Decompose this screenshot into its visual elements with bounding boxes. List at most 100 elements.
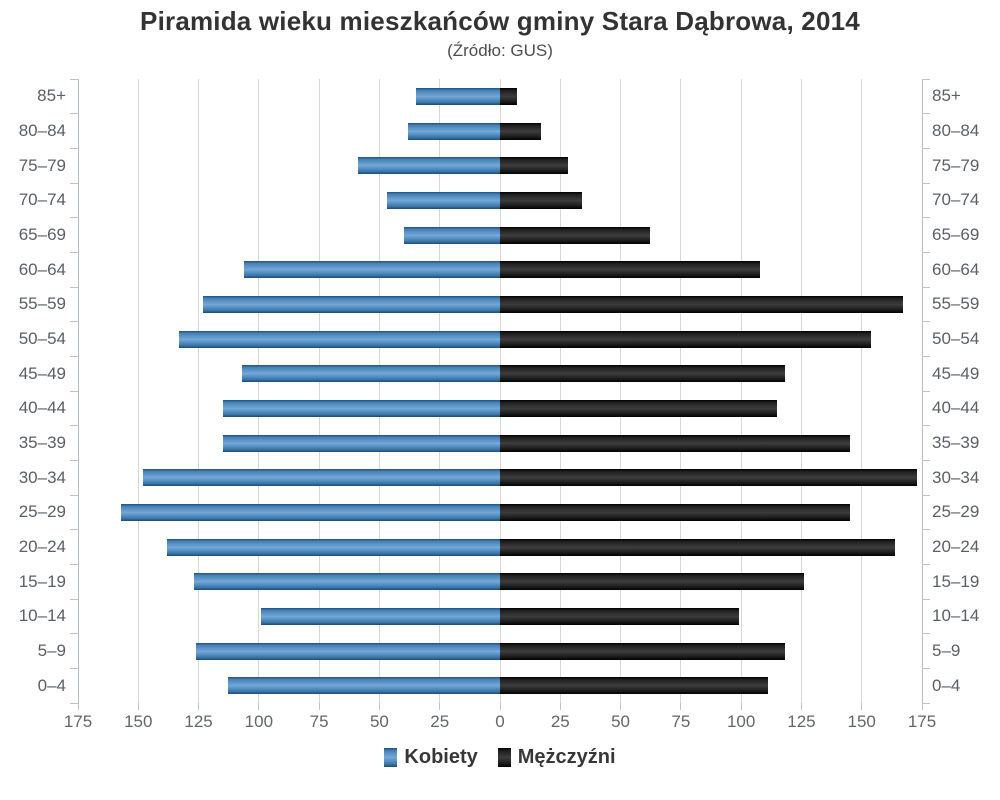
age-group-label-left: 5–9: [37, 641, 66, 660]
legend-item-kobiety[interactable]: Kobiety: [384, 746, 478, 769]
age-group-label-left: 10–14: [18, 606, 66, 626]
bar-mezczyzni[interactable]: [500, 677, 768, 695]
legend-item-mezczyzni[interactable]: Mężczyźni: [497, 746, 616, 769]
right-axis-tick: [922, 563, 930, 565]
age-group-label-left: 65–69: [18, 225, 66, 244]
age-group-label-right: 60–64: [932, 259, 980, 279]
bar-kobiety[interactable]: [143, 469, 500, 487]
legend-label: Mężczyźni: [517, 746, 616, 768]
left-axis-tick: [70, 217, 78, 219]
left-axis-tick: [70, 425, 78, 427]
mezczyzni-swatch-icon: [497, 748, 511, 767]
bar-mezczyzni[interactable]: [500, 642, 785, 660]
bar-kobiety[interactable]: [386, 191, 500, 209]
age-group-label-left: 45–49: [18, 363, 66, 383]
x-axis-tick-label: 125: [184, 712, 213, 731]
gridline: [137, 79, 139, 703]
left-axis-tick: [70, 147, 78, 149]
bar-mezczyzni[interactable]: [500, 191, 582, 209]
x-axis-tick: [499, 703, 501, 710]
bar-mezczyzni[interactable]: [500, 330, 872, 348]
bar-mezczyzni[interactable]: [500, 295, 903, 313]
x-axis-tick: [921, 703, 923, 710]
age-group-label-right: 25–29: [932, 502, 980, 522]
left-axis-tick: [70, 78, 78, 80]
bar-kobiety[interactable]: [167, 538, 500, 556]
gridline: [620, 79, 622, 703]
x-axis-tick-label: 100: [244, 712, 274, 731]
x-axis-tick-label: 150: [847, 712, 876, 731]
left-axis-tick: [70, 321, 78, 323]
x-axis-tick: [620, 703, 622, 710]
gridline: [439, 79, 441, 703]
right-axis-tick: [922, 633, 930, 635]
bar-kobiety[interactable]: [227, 677, 500, 695]
bar-kobiety[interactable]: [203, 295, 500, 313]
bar-mezczyzni[interactable]: [500, 434, 850, 452]
right-axis-tick: [922, 425, 930, 427]
age-group-label-right: 45–49: [932, 363, 980, 383]
age-group-label-right: 50–54: [932, 329, 980, 348]
bar-kobiety[interactable]: [261, 607, 500, 625]
age-group-label-left: 75–79: [18, 155, 66, 175]
bar-mezczyzni[interactable]: [500, 226, 650, 244]
bar-kobiety[interactable]: [222, 399, 500, 417]
age-group-label-left: 55–59: [18, 294, 66, 314]
x-axis-tick-label: 50: [611, 712, 631, 731]
left-axis-tick: [70, 633, 78, 635]
x-axis-tick-label: 100: [726, 712, 756, 731]
age-group-label-right: 30–34: [932, 467, 980, 487]
gridline: [800, 79, 802, 703]
bar-kobiety[interactable]: [193, 573, 500, 591]
bar-kobiety[interactable]: [222, 434, 500, 452]
age-group-label-left: 20–24: [18, 537, 66, 556]
bar-mezczyzni[interactable]: [500, 157, 568, 175]
age-group-label-right: 40–44: [932, 398, 980, 418]
gridline: [318, 79, 320, 703]
bar-mezczyzni[interactable]: [500, 503, 850, 521]
right-axis-tick: [922, 459, 930, 461]
left-axis-tick: [70, 286, 78, 288]
x-axis-tick-label: 175: [907, 712, 937, 731]
bar-kobiety[interactable]: [121, 503, 500, 521]
bar-kobiety[interactable]: [408, 122, 500, 140]
bar-mezczyzni[interactable]: [500, 261, 761, 279]
age-group-label-right: 15–19: [932, 571, 980, 591]
x-axis-tick: [198, 703, 200, 710]
bar-mezczyzni[interactable]: [500, 122, 541, 140]
bar-kobiety[interactable]: [179, 330, 500, 348]
bar-mezczyzni[interactable]: [500, 573, 804, 591]
right-axis-tick: [922, 355, 930, 357]
right-axis-tick: [922, 529, 930, 531]
bar-mezczyzni[interactable]: [500, 87, 517, 105]
kobiety-swatch-icon: [384, 748, 398, 767]
age-group-label-right: 70–74: [932, 190, 980, 210]
bar-mezczyzni[interactable]: [500, 607, 739, 625]
gridline: [378, 79, 380, 703]
bar-mezczyzni[interactable]: [500, 399, 778, 417]
age-group-label-right: 0–4: [932, 675, 961, 695]
age-group-label-right: 5–9: [932, 641, 961, 660]
left-axis-tick: [70, 459, 78, 461]
bar-mezczyzni[interactable]: [500, 469, 918, 487]
left-axis-tick: [70, 390, 78, 392]
bar-kobiety[interactable]: [415, 87, 500, 105]
left-axis-tick: [70, 355, 78, 357]
bar-kobiety[interactable]: [403, 226, 500, 244]
bar-mezczyzni[interactable]: [500, 538, 896, 556]
bar-kobiety[interactable]: [244, 261, 500, 279]
age-group-label-left: 80–84: [18, 121, 66, 140]
age-group-label-right: 65–69: [932, 225, 980, 244]
age-group-label-left: 25–29: [18, 502, 66, 522]
bar-kobiety[interactable]: [196, 642, 500, 660]
x-axis-tick: [740, 703, 742, 710]
right-axis-tick: [922, 217, 930, 219]
bar-kobiety[interactable]: [241, 365, 500, 383]
x-axis-tick: [258, 703, 260, 710]
bar-mezczyzni[interactable]: [500, 365, 785, 383]
bar-kobiety[interactable]: [357, 157, 500, 175]
x-axis-tick: [680, 703, 682, 710]
left-axis-tick: [70, 182, 78, 184]
x-axis-tick: [800, 703, 802, 710]
